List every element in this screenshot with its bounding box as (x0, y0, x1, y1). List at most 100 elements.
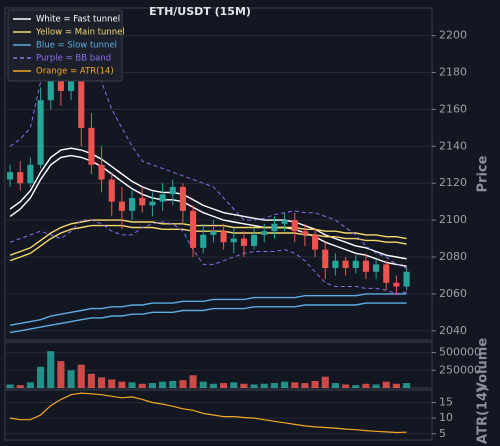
y-tick-label: 2140 (439, 139, 467, 152)
volume-bar (260, 383, 268, 388)
candle-body (88, 127, 95, 165)
atr-line (10, 392, 407, 434)
panel-frame (4, 389, 433, 441)
y-tick-label: 2120 (439, 176, 467, 189)
panel-frame (4, 7, 433, 341)
candle-body (159, 194, 166, 202)
legend-label: Purple = BB band (36, 54, 111, 64)
candle-body (7, 172, 14, 180)
volume-bar (352, 385, 360, 388)
candle-body (68, 76, 75, 91)
y-tick-label: 15 (439, 396, 453, 409)
candle-body (37, 100, 44, 165)
y-axis-label: ATR(14) (476, 386, 491, 444)
y-tick-label: 10 (439, 411, 453, 424)
y-tick-label: 2180 (439, 66, 467, 79)
candle-body (251, 234, 258, 246)
candle-body (17, 172, 24, 184)
volume-bar (87, 373, 95, 388)
volume-bar (179, 380, 187, 388)
candle-body (220, 231, 227, 243)
volume-bar (220, 383, 228, 388)
y-tick-label: 2160 (439, 102, 467, 115)
tunnel-line (9, 154, 407, 267)
volume-bar (67, 370, 75, 388)
y-tick-label: 2040 (439, 324, 467, 337)
volume-bar (148, 383, 156, 388)
candle-body (322, 249, 329, 269)
volume-bar (159, 381, 167, 388)
candle-body (200, 234, 207, 248)
volume-bar (128, 382, 136, 388)
candle-body (47, 63, 54, 101)
volume-bar (392, 383, 400, 388)
volume-bar (108, 379, 116, 388)
candle-body (352, 260, 359, 269)
candle-body (342, 260, 349, 269)
legend-label: Blue = Slow tunnel (36, 41, 117, 51)
volume-bar (189, 375, 197, 388)
volume-bar (47, 351, 55, 388)
candle-body (301, 231, 308, 235)
volume-bar (362, 383, 370, 388)
volume-bar (301, 383, 309, 388)
candle-body (291, 220, 298, 232)
volume-bar (311, 380, 319, 388)
volume-bar (270, 383, 278, 388)
y-tick-label: 2200 (439, 29, 467, 42)
candle-body (362, 260, 369, 272)
candle-body (332, 260, 339, 269)
candle-body (393, 282, 400, 287)
candle-body (271, 223, 278, 232)
candle-body (281, 220, 288, 224)
candle-body (27, 164, 34, 184)
candle-body (210, 231, 217, 235)
tunnel-line (9, 147, 407, 260)
volume-bar (26, 382, 34, 388)
volume-bar (118, 381, 126, 388)
candle-body (139, 197, 146, 206)
legend-label: Yellow = Main tunnel (35, 28, 125, 38)
y-tick-label: 5 (439, 427, 446, 440)
volume-bar (209, 383, 217, 388)
candle-body (149, 201, 156, 206)
volume-bar (6, 384, 14, 388)
volume-bar (250, 384, 258, 388)
volume-bar (98, 377, 106, 388)
volume-bar (372, 384, 380, 388)
legend-label: Orange = ATR(14) (36, 67, 114, 77)
y-tick-label: 2080 (439, 250, 467, 263)
volume-bar (37, 366, 45, 388)
tunnel-line (9, 219, 407, 256)
candle-body (78, 76, 85, 128)
volume-bar (77, 364, 85, 388)
y-tick-label: 250000 (439, 363, 481, 376)
y-axis-label: Volume (476, 338, 491, 393)
volume-bar (321, 376, 329, 388)
candle-body (169, 186, 176, 195)
volume-bar (169, 380, 177, 388)
candle-body (98, 164, 105, 180)
volume-bar (230, 382, 238, 388)
y-tick-label: 2060 (439, 287, 467, 300)
y-tick-label: 500000 (439, 346, 481, 359)
volume-bar (16, 385, 24, 388)
volume-bar (331, 383, 339, 388)
y-tick-label: 2100 (439, 213, 467, 226)
volume-bar (281, 381, 289, 388)
tunnel-line (9, 293, 407, 326)
volume-bar (342, 384, 350, 388)
candle-body (312, 234, 319, 250)
panel-frame (4, 341, 433, 389)
volume-bar (382, 381, 390, 388)
volume-bar (57, 361, 65, 388)
candle-body (179, 186, 186, 211)
volume-bar (138, 383, 146, 388)
volume-bar (199, 381, 207, 388)
candle-body (240, 238, 247, 246)
tunnel-line (9, 302, 407, 334)
legend-box (7, 9, 123, 82)
y-axis-label: Price (476, 155, 491, 192)
